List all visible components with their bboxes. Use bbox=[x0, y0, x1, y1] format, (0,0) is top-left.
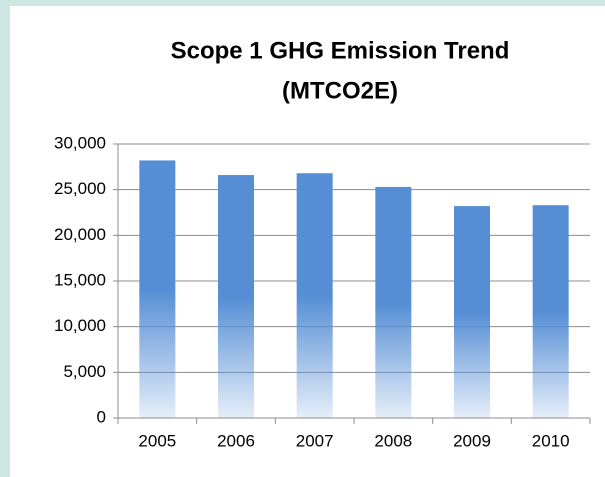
x-tick-label: 2008 bbox=[374, 431, 412, 450]
bar bbox=[139, 160, 176, 418]
y-tick-label: 25,000 bbox=[54, 179, 106, 198]
x-tick-label: 2009 bbox=[453, 431, 491, 450]
y-tick-label: 30,000 bbox=[54, 133, 106, 152]
bar bbox=[532, 205, 569, 418]
bar bbox=[375, 186, 412, 418]
chart-subtitle: (MTCO2E) bbox=[282, 77, 398, 104]
x-tick-label: 2005 bbox=[138, 431, 176, 450]
y-tick-label: 10,000 bbox=[54, 316, 106, 335]
y-tick-label: 5,000 bbox=[63, 362, 106, 381]
x-tick-label: 2006 bbox=[217, 431, 255, 450]
bar bbox=[218, 175, 254, 418]
bar bbox=[454, 206, 490, 418]
y-tick-label: 0 bbox=[97, 407, 106, 426]
x-tick-label: 2010 bbox=[532, 431, 570, 450]
y-tick-label: 15,000 bbox=[54, 270, 106, 289]
y-tick-label: 20,000 bbox=[54, 225, 106, 244]
bar bbox=[296, 173, 333, 418]
chart-title: Scope 1 GHG Emission Trend bbox=[171, 37, 510, 64]
x-tick-label: 2007 bbox=[296, 431, 334, 450]
